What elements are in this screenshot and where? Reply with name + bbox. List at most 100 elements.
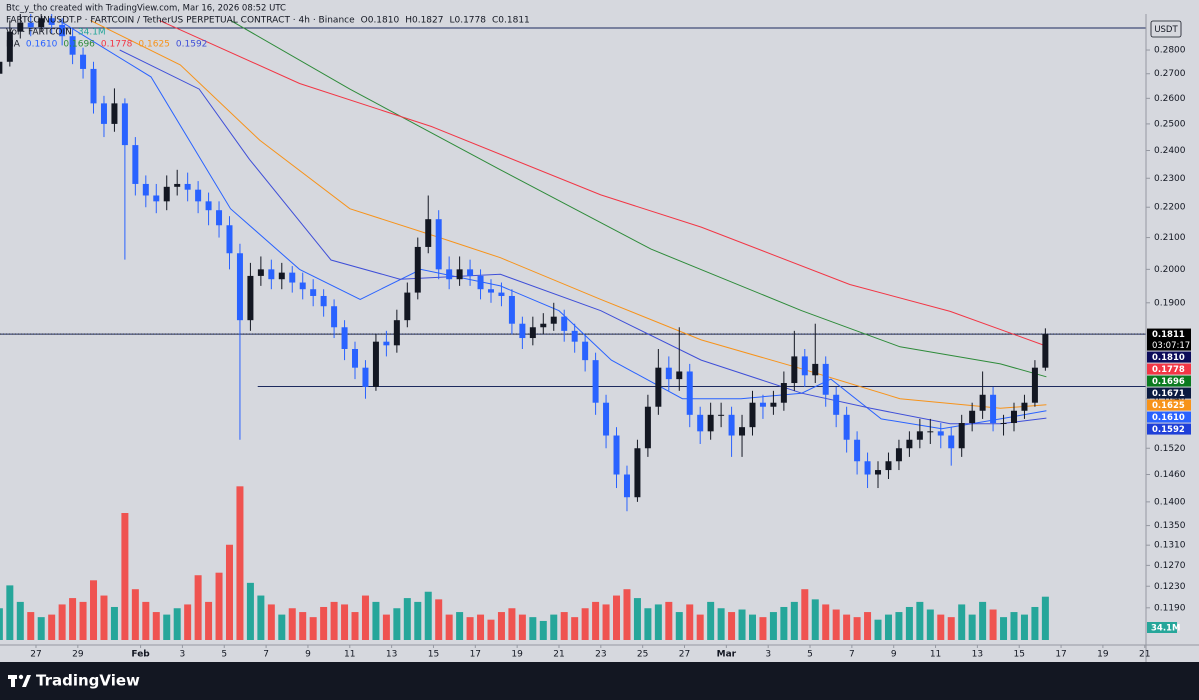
volume-bar: [173, 608, 181, 640]
volume-bar: [937, 614, 945, 640]
candle-body: [142, 183, 149, 196]
volume-bar: [27, 612, 35, 640]
candle-body: [111, 103, 118, 124]
candle-body: [864, 461, 871, 475]
volume-bar: [37, 617, 45, 640]
price-tag: [1147, 363, 1191, 375]
volume-bar: [832, 609, 840, 640]
volume-bar: [581, 608, 589, 640]
ma-value: 0.1610: [26, 40, 58, 50]
price-tag-label: 0.1778: [1152, 365, 1185, 375]
candle-body: [17, 22, 24, 32]
candle-body: [331, 306, 338, 328]
candle-body: [655, 367, 662, 407]
candle-body: [582, 341, 589, 361]
volume-bar: [0, 608, 3, 640]
candle-body: [948, 435, 955, 449]
y-tick-label: 0.1310: [1154, 541, 1186, 551]
volume-bar: [613, 595, 621, 640]
candle-body: [362, 367, 369, 387]
price-tag-label: 0.1696: [1152, 377, 1185, 387]
candle-body: [833, 394, 840, 415]
candle-body: [697, 414, 704, 432]
y-tick-label: 0.2800: [1154, 46, 1186, 56]
x-tick-label: 29: [72, 650, 84, 660]
candle-body: [906, 439, 913, 449]
volume-bar: [989, 609, 997, 640]
x-tick-label: 11: [344, 650, 355, 660]
candle-body: [80, 54, 87, 69]
candle-body: [812, 363, 819, 376]
y-tick-label: 0.1400: [1154, 497, 1186, 507]
candle-body: [121, 103, 128, 146]
candle-body: [686, 371, 693, 415]
candle-body: [0, 61, 3, 74]
price-tag-label: 0.1592: [1152, 425, 1185, 435]
y-tick-label: 0.2500: [1154, 119, 1186, 129]
volume-bar: [738, 609, 746, 640]
x-tick-label: 9: [305, 650, 311, 660]
volume-bar: [1041, 596, 1049, 640]
x-tick-label: Feb: [131, 650, 150, 660]
candle-body: [352, 348, 359, 368]
price-tag: [1147, 411, 1191, 423]
candle-body: [854, 439, 861, 462]
volume-bar: [194, 575, 202, 640]
volume-bar: [1000, 617, 1008, 640]
candle-body: [540, 323, 547, 328]
volume-bar: [236, 486, 244, 640]
x-tick-label: 3: [765, 650, 771, 660]
x-tick-label: Mar: [717, 650, 737, 660]
volume-bar: [843, 614, 851, 640]
price-tag: [1147, 423, 1191, 435]
candle-body: [937, 431, 944, 436]
y-tick-label: 0.1460: [1154, 470, 1186, 480]
volume-bar: [801, 589, 809, 640]
candle-body: [456, 269, 463, 280]
price-tag-label: 0.1610: [1152, 413, 1185, 423]
volume-bar: [257, 595, 265, 640]
candle-body: [184, 183, 191, 190]
candle-body: [163, 186, 170, 202]
volume-bar: [790, 601, 798, 640]
volume-title: Vol · FARTCOIN: [6, 28, 72, 38]
price-tag: [1147, 328, 1191, 351]
volume-bar: [905, 606, 913, 640]
volume-bar: [916, 601, 924, 640]
candle-body: [226, 225, 233, 254]
candle-body: [1010, 410, 1017, 424]
x-tick-label: 13: [972, 650, 983, 660]
price-tag: [1147, 375, 1191, 387]
overlay: 0.2800 0.2700 0.2600 0.2500 0.2400 0.2300 0.22…: [6, 16, 1191, 660]
candle-body: [1021, 402, 1028, 411]
candle-body: [592, 360, 599, 403]
candle-body: [519, 323, 526, 339]
volume-bar: [560, 612, 568, 640]
volume-bar: [1031, 606, 1039, 640]
volume-bar: [445, 614, 453, 640]
volume-bar: [278, 614, 286, 640]
candle-body: [561, 316, 568, 331]
volume-bar: [163, 614, 171, 640]
candle-body: [195, 189, 202, 202]
candle-body: [467, 269, 474, 276]
volume-bar: [497, 612, 505, 640]
volume-bar: [121, 513, 129, 640]
candle-body: [38, 18, 45, 28]
candle-body: [174, 183, 181, 187]
y-tick-label: 0.2200: [1154, 203, 1186, 213]
volume-value: 34.1M: [78, 28, 106, 38]
candle-body: [613, 435, 620, 475]
candle-body: [477, 275, 484, 290]
candle-body: [404, 292, 411, 321]
x-tick-label: 13: [386, 650, 397, 660]
x-tick-label: 17: [1055, 650, 1066, 660]
volume-bar: [602, 604, 610, 640]
volume-bar: [811, 599, 819, 640]
moving-average: [58, 19, 1047, 430]
candle-body: [822, 363, 829, 395]
candle-body: [958, 423, 965, 449]
footer-bar: [0, 662, 1199, 700]
